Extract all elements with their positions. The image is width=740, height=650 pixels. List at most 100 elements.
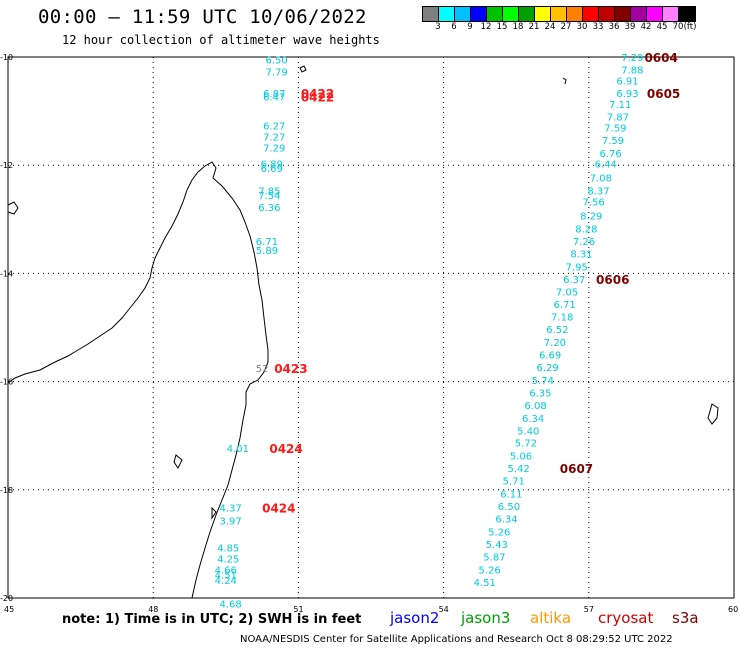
color-scale-label: 27	[560, 22, 572, 32]
color-scale-label: 18	[512, 22, 524, 32]
wave-height-value: 6.11	[500, 490, 522, 501]
legend-item-jason2: jason2	[390, 609, 440, 627]
wave-height-value: 8.29	[580, 212, 602, 223]
legend-item-s3a: s3a	[672, 609, 699, 627]
color-swatch	[423, 7, 439, 21]
wave-height-value: 6.50	[265, 56, 287, 67]
wave-height-value: 6.44	[595, 160, 617, 171]
wave-height-value: 5.42	[507, 464, 529, 475]
wave-height-value: 5.26	[488, 527, 510, 538]
wave-height-value: 7.18	[551, 313, 573, 324]
color-swatch	[599, 7, 615, 21]
wave-height-value: 7.88	[621, 65, 643, 76]
color-scale-label: 21	[528, 22, 540, 32]
color-scale-label: 45	[656, 22, 668, 32]
nosy-be-island	[7, 201, 19, 215]
wave-height-value: 7.29	[263, 143, 285, 154]
color-swatch	[535, 7, 551, 21]
wave-height-value: 7.59	[602, 136, 624, 147]
longitude-tick-label: 54	[439, 605, 449, 614]
color-scale-label: 6	[451, 22, 457, 32]
map-title: 00:00 – 11:59 UTC 10/06/2022	[38, 6, 367, 28]
wave-height-value: 6.47	[263, 92, 285, 103]
color-swatch	[663, 7, 679, 21]
color-scale-label: (ft)	[683, 22, 697, 32]
map-gridlines	[8, 57, 734, 598]
legend-item-altika: altika	[530, 609, 572, 627]
wave-height-value: 7.20	[544, 338, 566, 349]
pass-time-label: 0606	[596, 273, 629, 287]
color-scale-label: 33	[592, 22, 604, 32]
legend-item-cryosat: cryosat	[598, 609, 654, 627]
map-footnote: note: 1) Time is in UTC; 2) SWH is in fe…	[62, 612, 362, 627]
wave-height-value: 4.85	[217, 544, 239, 555]
color-swatch	[519, 7, 535, 21]
latitude-tick-label: -18	[0, 486, 13, 495]
reunion-coast-detail	[173, 454, 183, 469]
wave-height-value: 5.26	[478, 565, 500, 576]
color-swatch	[487, 7, 503, 21]
wave-height-value: 7.27	[263, 133, 285, 144]
color-swatch	[615, 7, 631, 21]
wave-height-value: 5.06	[510, 452, 532, 463]
longitude-tick-label: 60	[728, 605, 738, 614]
wave-height-value: 4.51	[215, 571, 237, 582]
wave-height-value: 7.11	[609, 100, 631, 111]
color-scale-label: 70	[672, 22, 684, 32]
wave-height-value: 5.87	[483, 552, 505, 563]
small-islet-tromelin	[562, 77, 567, 85]
pass-time-label: 0607	[560, 462, 593, 476]
wave-height-value: 7.29	[621, 53, 643, 64]
wave-height-value: 5.43	[486, 540, 508, 551]
wave-height-observations: 6.507.796.876.476.277.277.296.896.697.85…	[215, 53, 644, 610]
map-credit: NOAA/NESDIS Center for Satellite Applica…	[240, 634, 673, 645]
wave-height-value: 5.74	[532, 376, 554, 387]
map-frame	[7, 56, 735, 599]
wave-height-value: 7.95	[566, 262, 588, 273]
wave-height-value: 5.40	[517, 426, 539, 437]
wave-height-value: 4.66	[215, 565, 237, 576]
wave-height-value: 7.56	[583, 197, 605, 208]
wave-height-value: 4.51	[474, 578, 496, 589]
color-scale-label: 39	[624, 22, 636, 32]
wave-height-value: 6.34	[522, 414, 544, 425]
wave-height-value: 4.25	[217, 555, 239, 566]
wave-height-value: 7.79	[265, 68, 287, 79]
pass-time-label: 0423	[274, 362, 307, 376]
longitude-tick-label: 51	[293, 605, 303, 614]
pass-time-label: 0422	[301, 87, 334, 101]
wave-height-value: 6.93	[616, 89, 638, 100]
isle-fragment	[211, 506, 217, 520]
wave-height-value: 4.01	[227, 444, 249, 455]
wave-height-value: 6.08	[524, 401, 546, 412]
wave-height-value: 6.69	[539, 351, 561, 362]
wave-height-value: 6.27	[263, 122, 285, 133]
color-swatch	[567, 7, 583, 21]
latitude-tick-label: -16	[0, 378, 13, 387]
wave-height-value: 5.89	[256, 246, 278, 257]
wave-height-value: 6.76	[599, 149, 621, 160]
map-subtitle: 12 hour collection of altimeter wave hei…	[62, 33, 380, 47]
wave-height-value: 7.87	[607, 113, 629, 124]
wave-height-value: 7.08	[590, 174, 612, 185]
wave-height-value: 4.68	[220, 599, 242, 610]
wave-height-value: 6.34	[495, 514, 517, 525]
legend-item-jason3: jason3	[461, 609, 511, 627]
color-swatch	[647, 7, 663, 21]
wave-height-value: 6.71	[553, 300, 575, 311]
color-scale-label: 36	[608, 22, 620, 32]
wave-height-value: 52	[256, 364, 269, 375]
wave-height-value: 6.91	[616, 76, 638, 87]
color-swatch	[471, 7, 487, 21]
madagascar-coast	[7, 161, 269, 599]
pass-time-label: 0604	[644, 51, 677, 65]
wave-height-value: 4.24	[215, 576, 237, 587]
latitude-tick-label: -20	[0, 594, 13, 603]
color-swatch	[455, 7, 471, 21]
color-swatch	[439, 7, 455, 21]
color-scale-bar	[422, 6, 696, 22]
wave-height-value: 8.37	[587, 187, 609, 198]
pass-time-label: 0605	[647, 87, 680, 101]
color-scale-label: 24	[544, 22, 556, 32]
